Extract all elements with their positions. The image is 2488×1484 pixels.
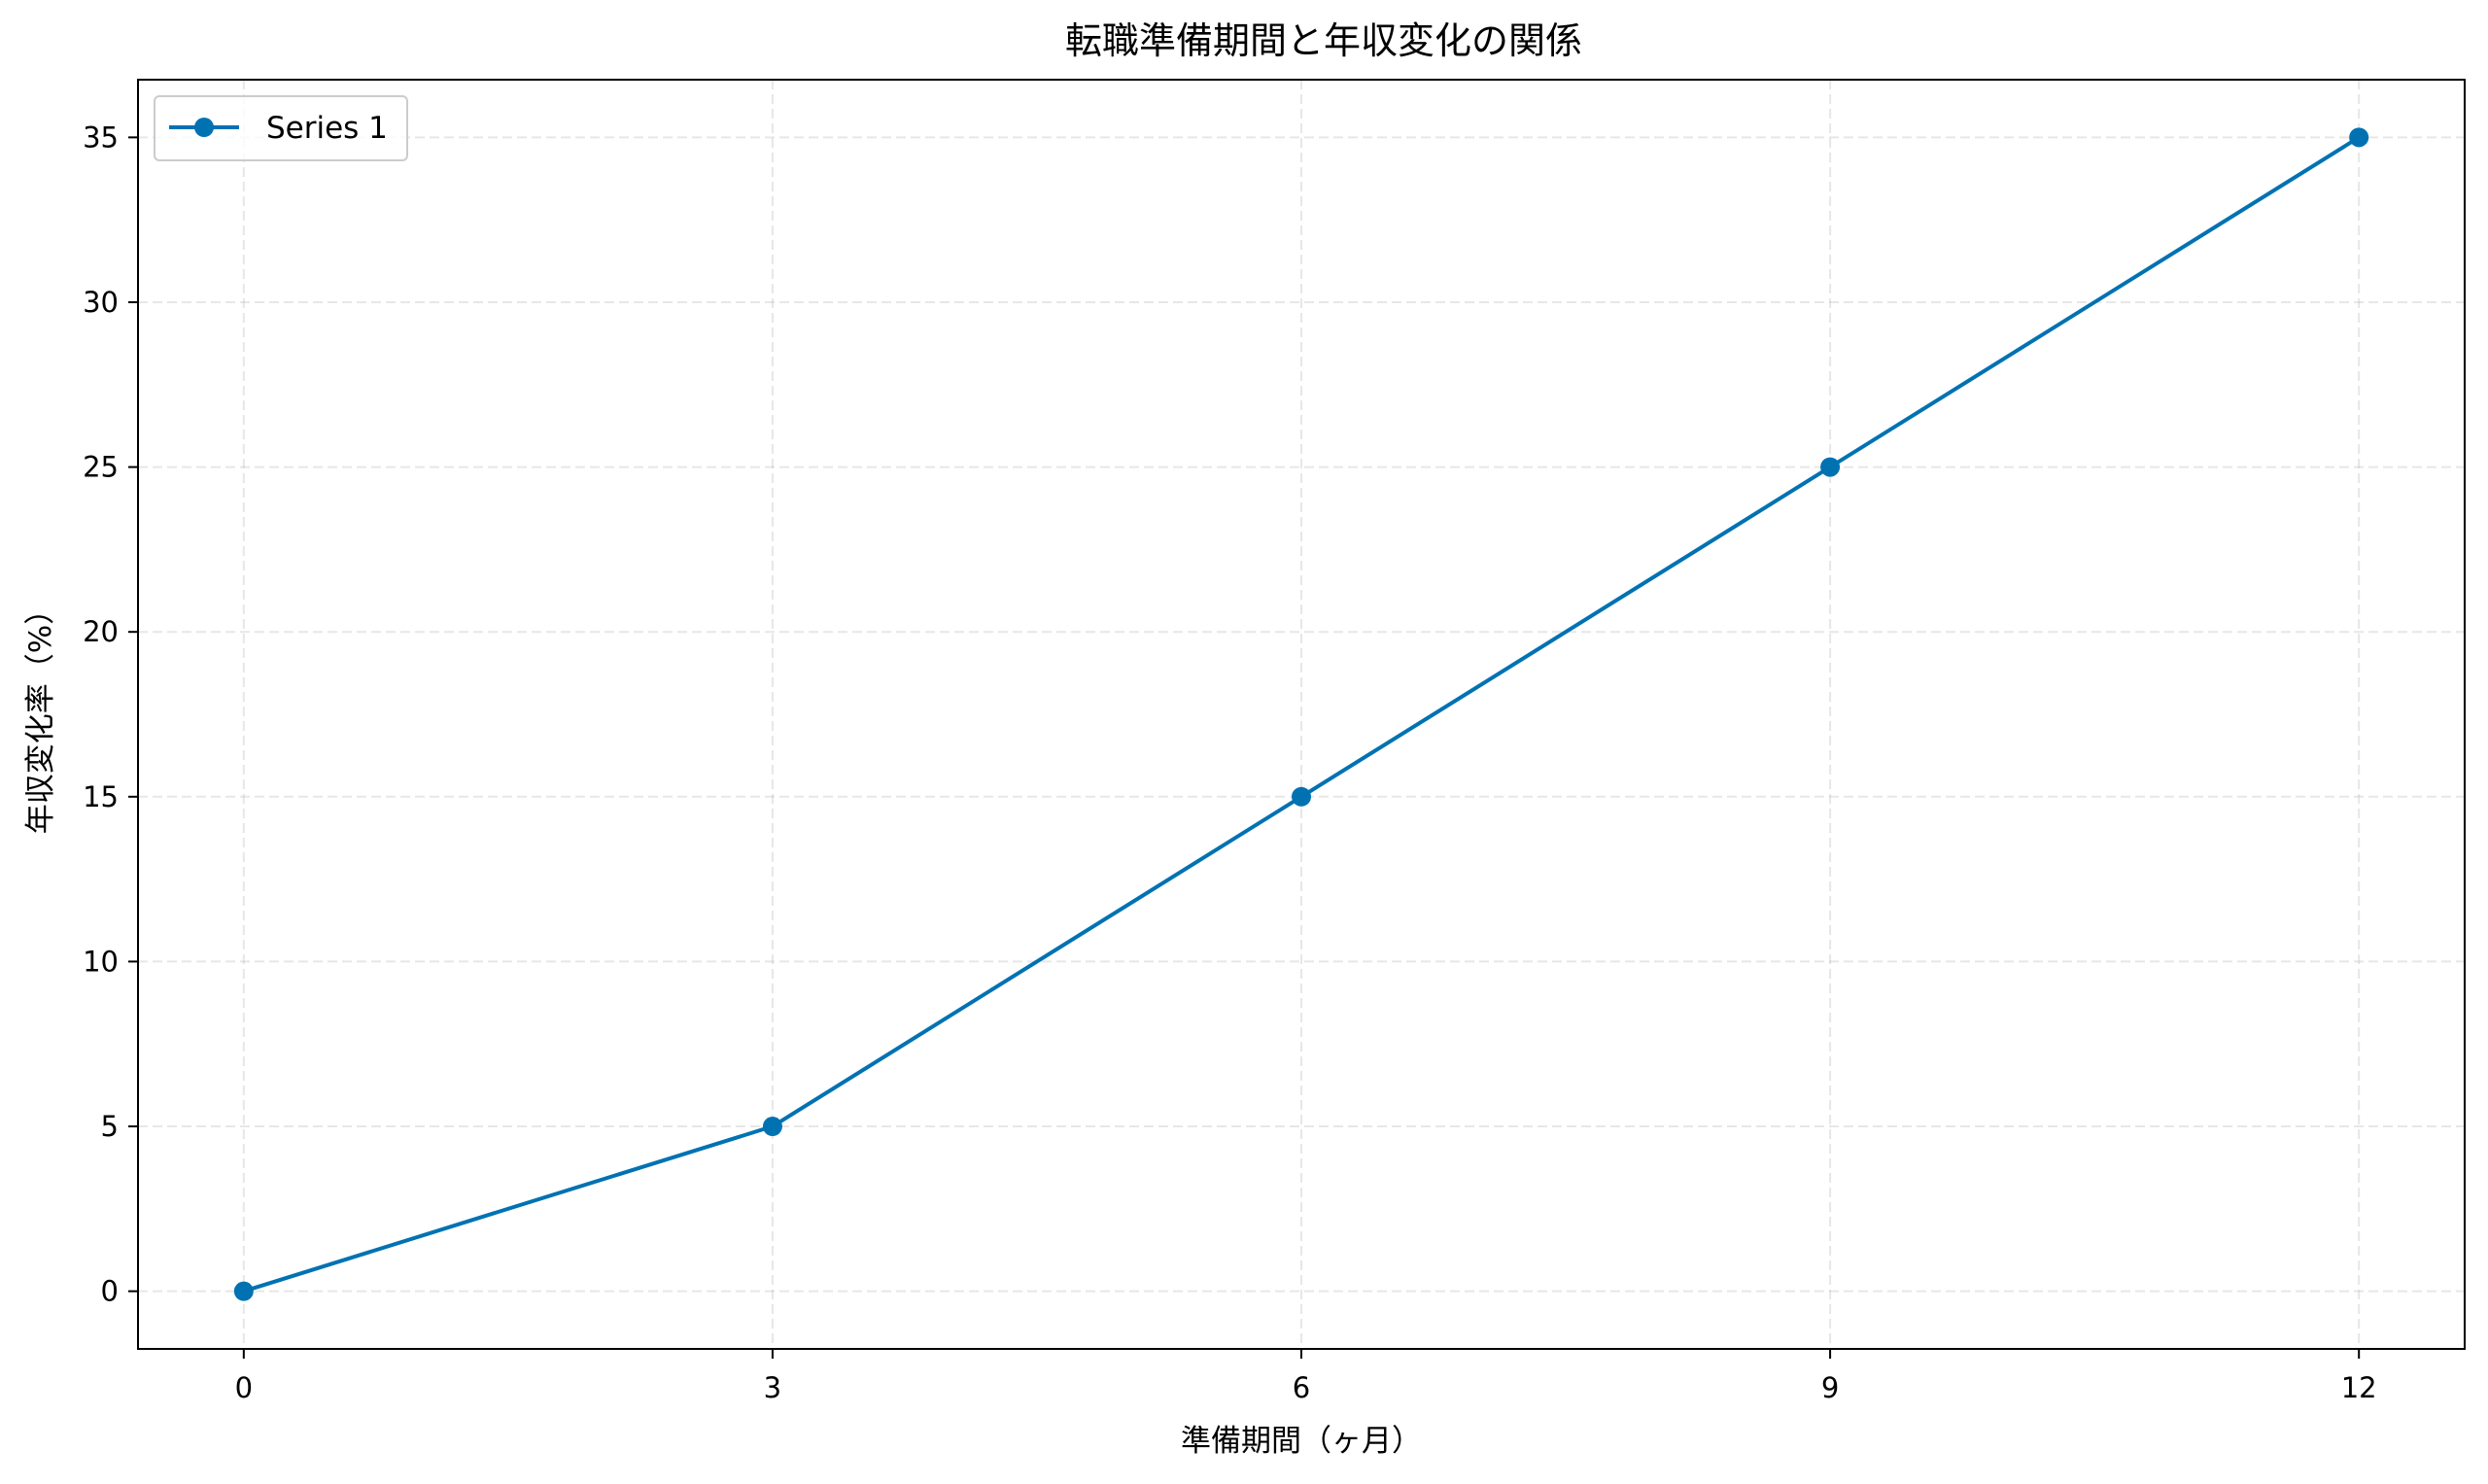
- series-layer: [233, 127, 2369, 1301]
- data-point: [1292, 786, 1311, 807]
- y-tick-label: 25: [83, 451, 119, 484]
- legend-entry-series-1: Series 1: [266, 111, 388, 146]
- legend: Series 1: [154, 95, 408, 161]
- data-point: [762, 1117, 782, 1137]
- chart-title: 転職準備期間と年収変化の関係: [1065, 19, 1582, 62]
- y-tick-label: 5: [101, 1110, 119, 1143]
- y-tick-label: 0: [101, 1275, 119, 1308]
- y-axis-label: 年収変化率（%）: [23, 595, 58, 834]
- y-tick-label: 15: [83, 780, 119, 813]
- y-axis: 0 5 10 15 20 25 30 35: [83, 121, 138, 1308]
- x-tick-label: 0: [235, 1371, 253, 1404]
- x-axis: 0 3 6 9 12: [235, 1349, 2377, 1404]
- y-tick-label: 10: [83, 945, 119, 978]
- data-point: [233, 1281, 254, 1301]
- x-axis-label: 準備期間（ヶ月）: [1181, 1424, 1422, 1459]
- legend-marker-swatch: [194, 118, 214, 137]
- x-tick-label: 12: [2341, 1371, 2377, 1404]
- legend-box: [154, 95, 408, 161]
- x-tick-label: 6: [1293, 1371, 1310, 1404]
- x-tick-label: 3: [764, 1371, 781, 1404]
- y-tick-label: 35: [83, 121, 119, 154]
- data-point: [1820, 457, 1841, 477]
- x-tick-label: 9: [1821, 1371, 1839, 1404]
- y-tick-label: 20: [83, 615, 119, 648]
- y-tick-label: 30: [83, 286, 119, 319]
- data-point: [2349, 127, 2369, 148]
- grid-lines: [138, 80, 2465, 1349]
